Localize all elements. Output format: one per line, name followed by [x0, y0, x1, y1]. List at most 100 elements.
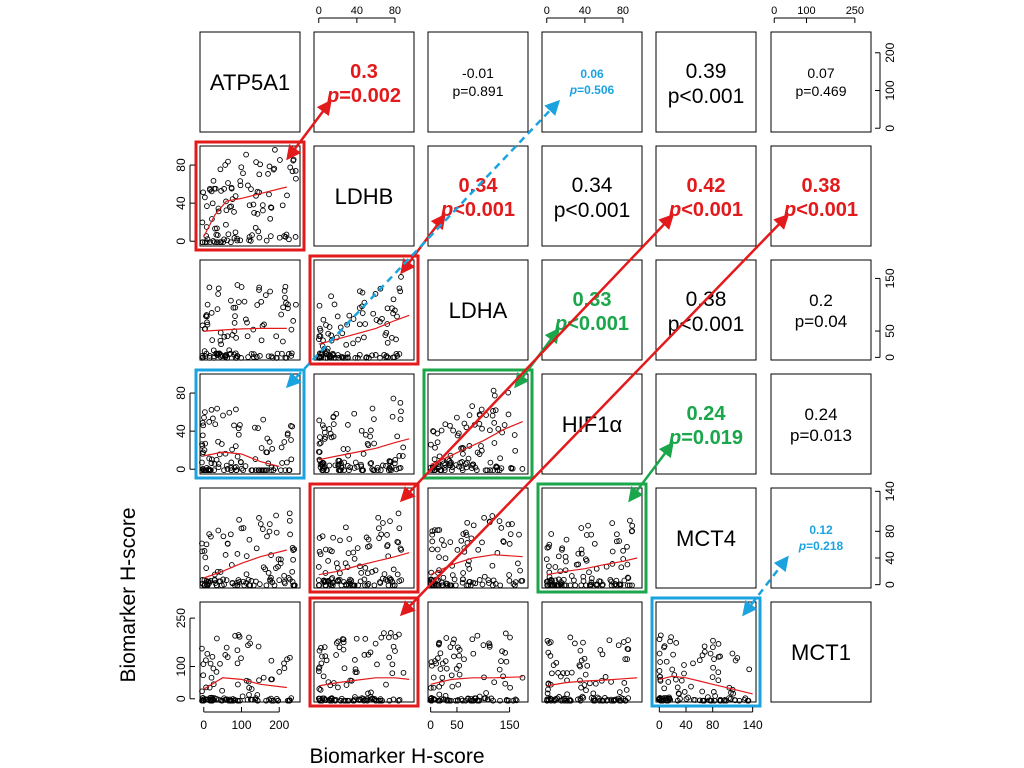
scatter-point — [328, 293, 334, 300]
scatter-point — [487, 427, 493, 434]
scatter-point — [377, 696, 384, 702]
scatter-point — [252, 424, 258, 431]
scatter-point — [246, 691, 252, 698]
scatter-point — [387, 630, 394, 636]
tick-label: 40 — [174, 424, 188, 438]
scatter-point — [384, 532, 390, 538]
correlation-coefficient: 0.24 — [804, 405, 837, 424]
panel-ldhb-mct1: 0.38p<0.001 — [770, 145, 872, 247]
scatter-point — [350, 316, 357, 322]
tick-label: 0 — [427, 718, 434, 732]
scatter-point — [206, 455, 213, 462]
scatter-point — [281, 572, 287, 579]
scatter-point — [233, 406, 239, 413]
scatter-point — [329, 695, 335, 702]
scatter-point — [454, 547, 461, 553]
tick-label: 0 — [316, 5, 322, 17]
scatter-point — [461, 420, 468, 427]
scatter-point — [238, 525, 245, 532]
scatter-point — [453, 666, 460, 672]
scatter-point — [344, 564, 351, 570]
scatter-point — [246, 684, 252, 691]
scatter-point — [345, 550, 352, 556]
scatter-point — [564, 691, 570, 698]
scatter-point — [699, 652, 706, 659]
scatter-point — [245, 354, 251, 360]
correlation-p-value: p<0.001 — [668, 313, 745, 336]
scatter-point — [204, 313, 210, 320]
scatter-point — [434, 546, 441, 553]
scatter-point — [506, 577, 513, 584]
scatter-point — [232, 313, 238, 319]
scatter-point — [215, 527, 222, 534]
scatter-point — [234, 453, 241, 460]
scatter-point — [623, 687, 630, 693]
scatter-point — [512, 582, 518, 589]
scatter-point — [204, 321, 211, 328]
scatter-point — [362, 636, 369, 642]
scatter-point — [496, 518, 503, 524]
scatter-point — [217, 329, 224, 336]
scatter-point — [235, 431, 242, 438]
scatter-point — [315, 564, 322, 570]
scatter-point — [563, 536, 570, 543]
panel-atp5a1-mct1: 0.07 p=0.469 — [770, 31, 872, 133]
panel-ldhb-ldhb: LDHB — [313, 145, 415, 247]
scatter-point — [507, 684, 513, 691]
scatter-point — [624, 543, 630, 550]
scatter-point — [236, 516, 242, 523]
scatter-point — [732, 657, 739, 664]
scatter-point — [221, 333, 228, 340]
tick-label: 80 — [883, 524, 897, 538]
scatter-point — [397, 399, 404, 406]
panel-frame — [199, 31, 301, 133]
scatter-point — [316, 457, 323, 464]
scatter-point — [352, 696, 358, 703]
scatter-point — [256, 515, 262, 521]
scatter-point — [358, 570, 365, 576]
scatter-point — [271, 165, 278, 172]
scatter-point — [227, 531, 234, 538]
scatter-point — [583, 687, 589, 694]
panel-atp5a1-ldhb: 0.3p=0.002 — [313, 31, 415, 133]
scatter-point — [618, 695, 625, 701]
scatter-point — [728, 689, 734, 696]
panel-frame — [427, 601, 529, 703]
panel-frame — [770, 373, 872, 475]
scatter-point — [622, 697, 629, 704]
scatter-point — [253, 545, 260, 552]
scatter-point — [428, 697, 434, 704]
scatter-point — [238, 465, 245, 472]
tick-label: 250 — [846, 5, 864, 17]
scatter-point — [710, 664, 716, 671]
scatter-point — [447, 422, 453, 429]
scatter-point — [228, 297, 234, 304]
scatter-point — [319, 422, 326, 429]
scatter-point — [436, 683, 443, 690]
panel-frame — [541, 31, 643, 133]
scatter-point — [502, 649, 508, 656]
scatter-point — [362, 431, 369, 438]
scatter-point — [267, 233, 274, 239]
scatter-point — [316, 417, 323, 424]
variable-label-mct1: MCT1 — [791, 640, 851, 665]
scatter-point — [430, 684, 437, 691]
highlight-box — [308, 596, 420, 708]
panel-hif1--atp5a1 — [194, 368, 306, 480]
scatter-point — [582, 671, 589, 678]
scatter-point — [267, 288, 273, 295]
scatter-point — [629, 522, 636, 529]
scatter-point — [266, 191, 272, 198]
scatter-point — [203, 565, 210, 571]
scatter-point — [491, 392, 498, 399]
scatter-point — [474, 632, 481, 639]
scatter-point — [257, 353, 263, 359]
scatter-point — [262, 292, 269, 298]
correlation-p-value: p=0.002 — [326, 85, 401, 107]
scatter-point — [346, 467, 352, 474]
scatter-point — [317, 440, 324, 446]
scatter-point — [359, 310, 366, 316]
scatter-point — [742, 695, 749, 702]
scatter-point — [673, 640, 680, 646]
scatter-point — [319, 653, 325, 660]
